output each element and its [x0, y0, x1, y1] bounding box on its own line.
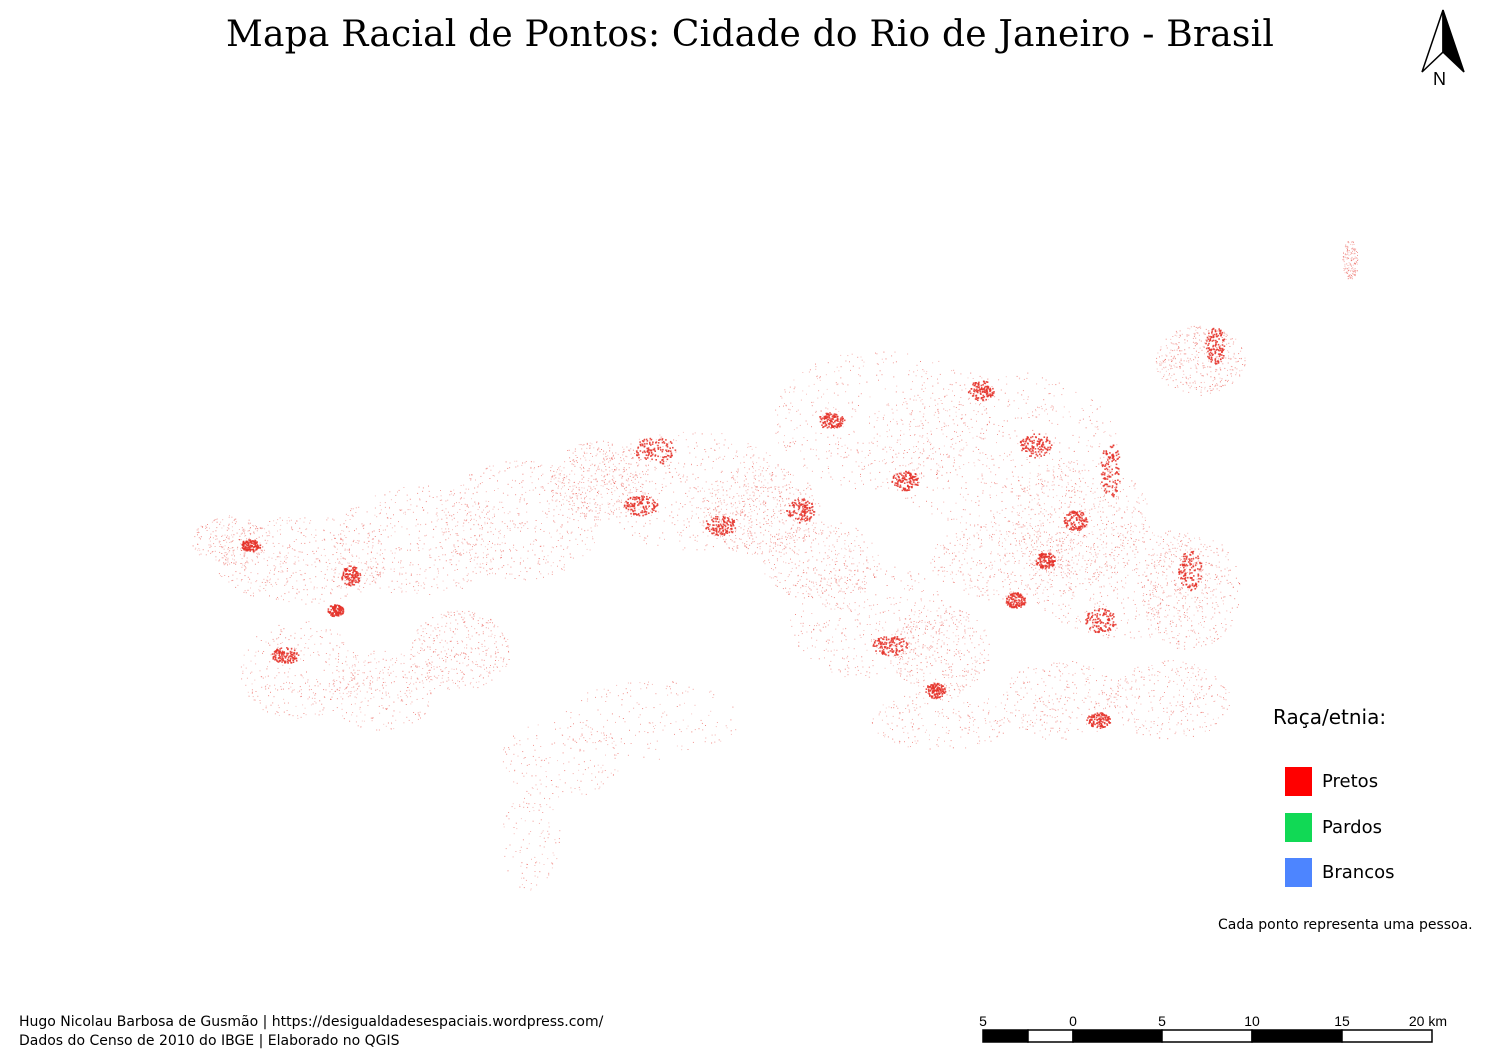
legend-swatch-pardos [1285, 812, 1312, 842]
legend-item-pretos: Pretos [1285, 766, 1378, 796]
scale-label-5: 20 km [1409, 1013, 1447, 1029]
scale-segment [1251, 1029, 1343, 1043]
scale-label-1: 0 [1069, 1013, 1077, 1029]
map-dense-dots [241, 327, 1226, 729]
scale-segment [1072, 1029, 1163, 1043]
north-arrow-label: N [1433, 69, 1446, 89]
scale-bar: 5 0 5 10 15 20 km [979, 1013, 1447, 1043]
credits-author: Hugo Nicolau Barbosa de Gusmão | https:/… [19, 1014, 604, 1030]
credits-source: Dados do Censo de 2010 do IBGE | Elabora… [19, 1033, 400, 1049]
legend-item-brancos: Brancos [1285, 857, 1394, 887]
map-light-dots [192, 241, 1359, 891]
legend-title: Raça/etnia: [1273, 705, 1387, 729]
scale-label-2: 5 [1158, 1013, 1166, 1029]
scale-label-3: 10 [1244, 1013, 1260, 1029]
legend-item-pardos: Pardos [1285, 812, 1382, 842]
map-title: Mapa Racial de Pontos: Cidade do Rio de … [225, 14, 1275, 55]
legend-label-pardos: Pardos [1322, 816, 1382, 838]
legend-label-pretos: Pretos [1322, 770, 1379, 792]
scale-label-4: 15 [1334, 1013, 1350, 1029]
scale-segment [1027, 1029, 1074, 1043]
scale-segment [1341, 1029, 1433, 1043]
credits: Hugo Nicolau Barbosa de Gusmão | https:/… [19, 1013, 603, 1051]
legend-swatch-brancos [1285, 857, 1312, 887]
scale-segment [1161, 1029, 1253, 1043]
scale-label-0: 5 [979, 1013, 987, 1029]
legend-swatch-pretos [1285, 766, 1312, 796]
legend-label-brancos: Brancos [1322, 861, 1395, 883]
scale-segment [982, 1029, 1029, 1043]
legend-note: Cada ponto representa uma pessoa. [1218, 917, 1473, 933]
north-arrow-icon [1421, 9, 1465, 73]
